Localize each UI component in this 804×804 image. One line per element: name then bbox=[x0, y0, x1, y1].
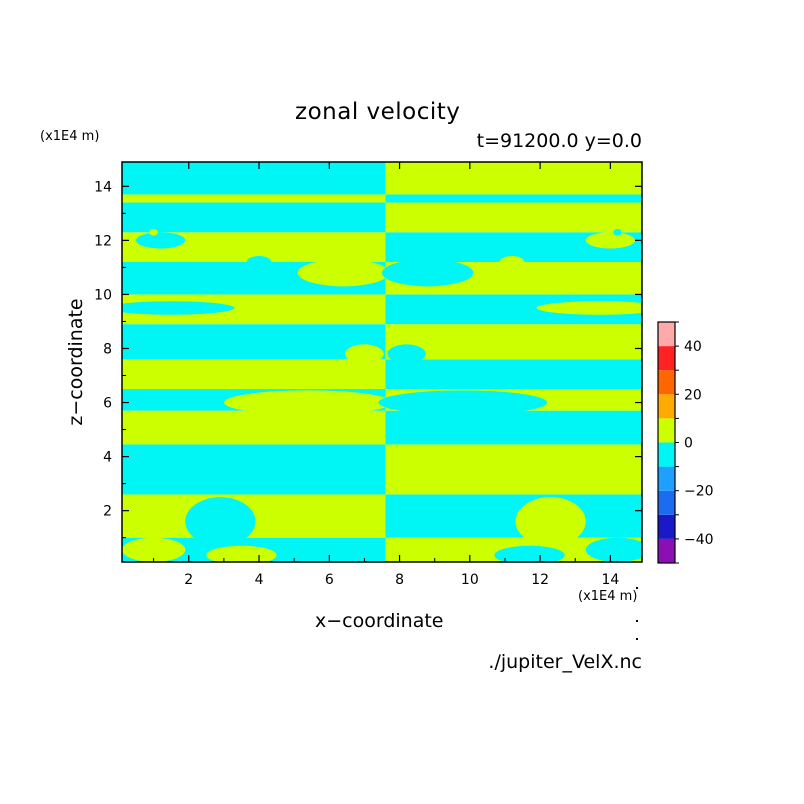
colorbar-segment bbox=[658, 442, 675, 467]
contour-band-right bbox=[385, 194, 642, 203]
contour-region bbox=[399, 364, 512, 387]
colorbar-segment bbox=[658, 490, 675, 515]
x-tick-label: 4 bbox=[255, 572, 264, 588]
y-axis-label: z−coordinate bbox=[65, 298, 87, 425]
contour-band-right bbox=[385, 324, 642, 360]
contour-region bbox=[345, 344, 384, 364]
colorbar-tick-label: 0 bbox=[684, 436, 693, 452]
contour-band-left bbox=[122, 202, 386, 233]
contour-band-right bbox=[385, 410, 642, 445]
contour-band-left bbox=[122, 194, 386, 203]
colorbar-tick-label: −40 bbox=[684, 532, 714, 548]
contour-region bbox=[122, 537, 186, 562]
y-tick-label: 8 bbox=[103, 341, 112, 357]
colorbar-tick-label: −20 bbox=[684, 484, 714, 500]
contour-region bbox=[223, 390, 393, 415]
contour-region bbox=[185, 497, 256, 546]
x-tick-label: 12 bbox=[531, 572, 549, 588]
contour-region bbox=[259, 364, 372, 387]
x-tick-label: 10 bbox=[461, 572, 479, 588]
contour-region bbox=[136, 232, 186, 249]
colorbar-segment bbox=[658, 346, 675, 371]
contour-band-left bbox=[122, 324, 386, 360]
x-tick-label: 2 bbox=[184, 572, 193, 588]
contour-region bbox=[122, 301, 235, 315]
y-tick-label: 2 bbox=[103, 504, 112, 520]
contour-region bbox=[297, 259, 390, 287]
corner-mark bbox=[636, 620, 638, 622]
contour-region bbox=[515, 497, 586, 546]
contour-region bbox=[246, 256, 272, 268]
x-tick-label: 14 bbox=[601, 572, 619, 588]
contour-band-left bbox=[122, 410, 386, 445]
contour-band-right bbox=[385, 162, 642, 195]
contour-region bbox=[499, 256, 525, 268]
corner-mark bbox=[636, 587, 638, 589]
y-tick-label: 10 bbox=[94, 287, 112, 303]
contour-band-right bbox=[385, 202, 642, 233]
chart-title: zonal velocity bbox=[295, 99, 461, 125]
colorbar-segment bbox=[658, 322, 675, 347]
contour-region bbox=[585, 232, 635, 249]
corner-mark bbox=[636, 638, 638, 640]
contour-band-left bbox=[122, 162, 386, 195]
y-tick-label: 4 bbox=[103, 450, 112, 466]
colorbar-segment bbox=[658, 394, 675, 419]
chart-subtitle: t=91200.0 y=0.0 bbox=[476, 130, 642, 152]
x-axis-label: x−coordinate bbox=[315, 610, 444, 632]
x-tick-label: 6 bbox=[325, 572, 334, 588]
contour-region bbox=[149, 229, 158, 236]
colorbar-tick-label: 20 bbox=[684, 387, 702, 403]
source-file-label: ./jupiter_VelX.nc bbox=[488, 651, 642, 673]
contour-band-right bbox=[385, 444, 642, 495]
y-tick-label: 6 bbox=[103, 396, 112, 412]
contour-region bbox=[613, 229, 622, 236]
colorbar-segment bbox=[658, 466, 675, 491]
colorbar-tick-label: 40 bbox=[684, 339, 702, 355]
x-tick-label: 8 bbox=[395, 572, 404, 588]
contour-region bbox=[378, 390, 548, 415]
y-tick-label: 14 bbox=[94, 179, 112, 195]
colorbar-segment bbox=[658, 514, 675, 539]
colorbar-segment bbox=[658, 370, 675, 395]
colorbar-segment bbox=[658, 538, 675, 563]
plot-frame bbox=[121, 161, 643, 563]
colorbar-segment bbox=[658, 418, 675, 443]
x-axis-unit: (x1E4 m) bbox=[578, 589, 638, 604]
y-tick-label: 12 bbox=[94, 233, 112, 249]
contour-band-right bbox=[385, 494, 642, 538]
contour-region bbox=[585, 537, 642, 562]
contour-region bbox=[382, 259, 474, 287]
contour-region bbox=[536, 301, 642, 315]
contour-band-left bbox=[122, 444, 386, 495]
contour-region bbox=[494, 545, 565, 562]
contour-region bbox=[387, 344, 426, 364]
y-axis-unit: (x1E4 m) bbox=[40, 129, 100, 144]
